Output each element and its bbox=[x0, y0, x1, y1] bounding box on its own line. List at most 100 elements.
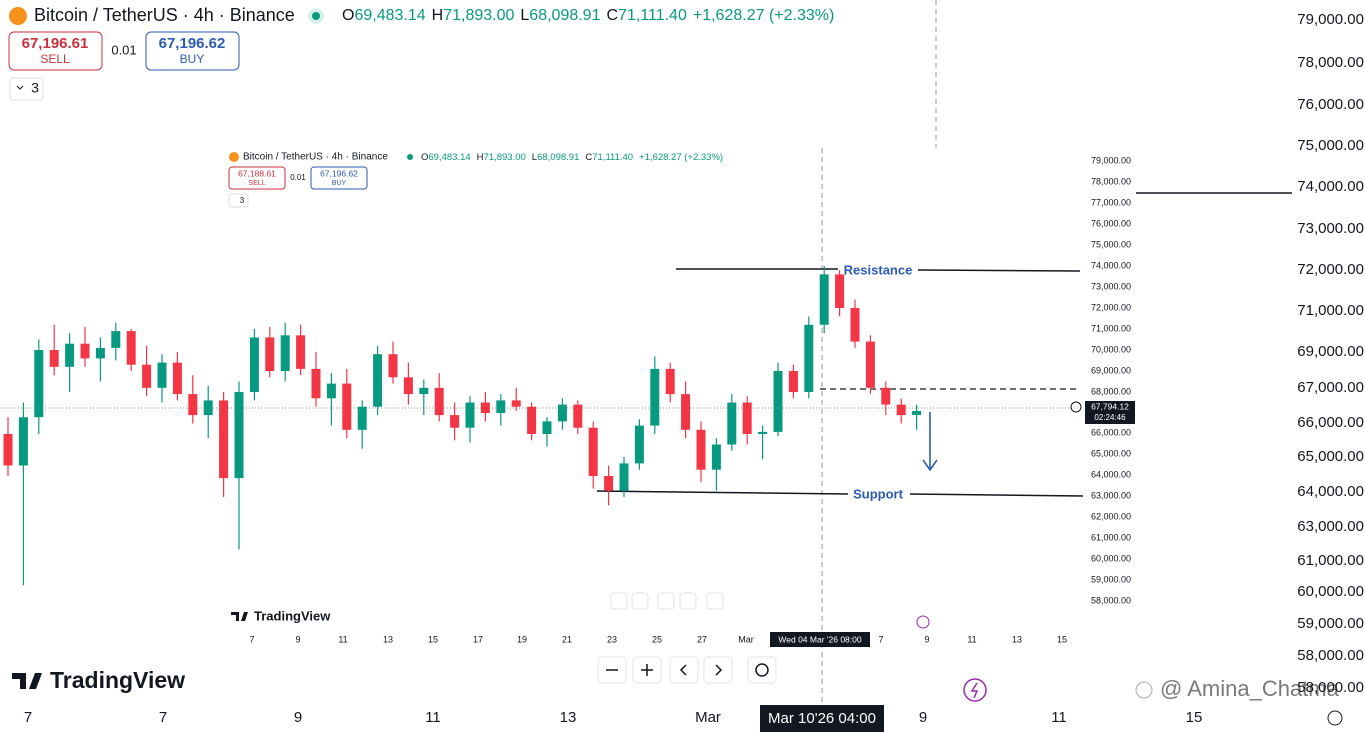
sell-button[interactable] bbox=[8, 31, 103, 71]
candle-body bbox=[188, 394, 198, 416]
candle-body bbox=[234, 392, 244, 479]
reset[interactable] bbox=[747, 656, 777, 684]
candle-body bbox=[557, 404, 567, 422]
candle-body bbox=[788, 371, 798, 392]
ohlc-value: 71,893.00 bbox=[484, 152, 526, 163]
candle-body bbox=[111, 331, 121, 348]
time-label: 9 bbox=[924, 634, 929, 644]
time-label: 7 bbox=[249, 634, 254, 644]
candle-body bbox=[650, 368, 660, 426]
indicators-toggle[interactable] bbox=[9, 77, 44, 101]
candles bbox=[3, 266, 922, 586]
price-label: 62,000.00 bbox=[1091, 511, 1131, 521]
change: +1,628.27 (+2.33%) bbox=[693, 7, 834, 24]
ohlc-label: H bbox=[477, 152, 484, 163]
price-label: 58,000.00 bbox=[1297, 679, 1364, 696]
price-label: 72,000.00 bbox=[1297, 261, 1364, 278]
candle-body bbox=[465, 402, 475, 428]
price-label: 64,000.00 bbox=[1297, 483, 1364, 500]
sell-label: SELL bbox=[248, 180, 265, 187]
icon bbox=[715, 664, 723, 676]
icon bbox=[755, 663, 769, 677]
zoom-in bbox=[631, 592, 649, 610]
candle-body bbox=[249, 337, 259, 392]
candle-body bbox=[326, 383, 336, 399]
brand: TradingView bbox=[254, 608, 331, 623]
candle-body bbox=[619, 463, 629, 491]
symbol: Bitcoin / TetherUS · 4h · Binance bbox=[243, 152, 388, 163]
time-label: 21 bbox=[562, 634, 572, 644]
time-label: 17 bbox=[473, 634, 483, 644]
ohlc-label: C bbox=[585, 152, 592, 163]
countdown: 02:24:46 bbox=[1094, 413, 1126, 422]
price-label: 63,000.00 bbox=[1297, 518, 1364, 535]
crosshair-time-box bbox=[760, 705, 884, 732]
settings-icon[interactable] bbox=[1327, 710, 1343, 726]
time-label: 7 bbox=[24, 709, 32, 726]
reset bbox=[706, 592, 724, 610]
candle-body bbox=[311, 368, 321, 399]
price-label: 67,000.00 bbox=[1297, 379, 1364, 396]
candle-body bbox=[881, 387, 891, 405]
scroll-right bbox=[679, 592, 697, 610]
price-label: 73,000.00 bbox=[1091, 281, 1131, 291]
candle-body bbox=[912, 410, 922, 416]
ohlc-value: 69,483.14 bbox=[428, 152, 470, 163]
candle-body bbox=[527, 406, 537, 434]
price-label: 60,000.00 bbox=[1091, 553, 1131, 563]
candle-body bbox=[388, 354, 398, 378]
crosshair-time: Mar 10'26 04:00 bbox=[768, 710, 876, 727]
crosshair-time-box bbox=[770, 632, 870, 647]
candle-body bbox=[157, 362, 167, 388]
resistance-line bbox=[917, 269, 1081, 272]
price-label: 71,000.00 bbox=[1091, 323, 1131, 333]
time-label: 9 bbox=[919, 709, 927, 726]
toolbar bbox=[597, 656, 777, 684]
price-axis: 79,000.00 78,000.00 76,000.00 75,000.00 74,0… bbox=[1297, 11, 1364, 696]
price-label: 79,000.00 bbox=[1091, 155, 1131, 165]
price-label: 59,000.00 bbox=[1091, 574, 1131, 584]
candle-body bbox=[219, 400, 229, 479]
candle-body bbox=[804, 324, 814, 392]
brand: TradingView bbox=[50, 667, 185, 693]
time-axis: 7 7 9 11 13 Mar 9 11 15 bbox=[24, 709, 1203, 726]
time-label: 13 bbox=[1012, 634, 1022, 644]
scroll-left[interactable] bbox=[669, 656, 699, 684]
price-label: 76,000.00 bbox=[1091, 218, 1131, 228]
icon bbox=[679, 664, 687, 676]
sell-button bbox=[228, 166, 286, 190]
time-label: 19 bbox=[517, 634, 527, 644]
ohlc-value: 71,893.00 bbox=[443, 7, 514, 24]
candle-body bbox=[95, 347, 105, 359]
ohlc-label: L bbox=[532, 152, 537, 163]
price-label: 71,000.00 bbox=[1297, 302, 1364, 319]
flash-icon[interactable] bbox=[963, 678, 987, 702]
price-label: 65,000.00 bbox=[1297, 448, 1364, 465]
buy-label: BUY bbox=[180, 52, 205, 66]
candle-body bbox=[819, 274, 829, 325]
buy-button[interactable] bbox=[145, 31, 240, 71]
candle-body bbox=[588, 427, 598, 476]
current-price: 67,794.12 bbox=[1091, 401, 1129, 411]
price-label: 64,000.00 bbox=[1091, 469, 1131, 479]
current-price-box bbox=[1085, 401, 1135, 424]
buy-price: 67,196.62 bbox=[320, 168, 358, 178]
candle-body bbox=[3, 434, 13, 466]
candle-body bbox=[850, 308, 860, 342]
candle-body bbox=[419, 387, 429, 395]
coin-icon bbox=[229, 152, 239, 162]
price-label: 63,000.00 bbox=[1091, 490, 1131, 500]
candle-body bbox=[403, 377, 413, 395]
price-label: 68,000.00 bbox=[1091, 386, 1131, 396]
candle-body bbox=[18, 417, 28, 466]
scroll-right[interactable] bbox=[703, 656, 733, 684]
price-label: 78,000.00 bbox=[1297, 54, 1364, 71]
candle-body bbox=[835, 274, 845, 308]
price-label: 77,000.00 bbox=[1091, 197, 1131, 207]
candle-body bbox=[357, 406, 367, 430]
price-label: 60,000.00 bbox=[1297, 583, 1364, 600]
crosshair-time: Wed 04 Mar '26 08:00 bbox=[778, 634, 861, 644]
candle-body bbox=[542, 421, 552, 434]
price-axis: 79,000.00 78,000.00 77,000.00 76,000.00 75,0… bbox=[1091, 155, 1131, 605]
support-line bbox=[909, 493, 1084, 497]
